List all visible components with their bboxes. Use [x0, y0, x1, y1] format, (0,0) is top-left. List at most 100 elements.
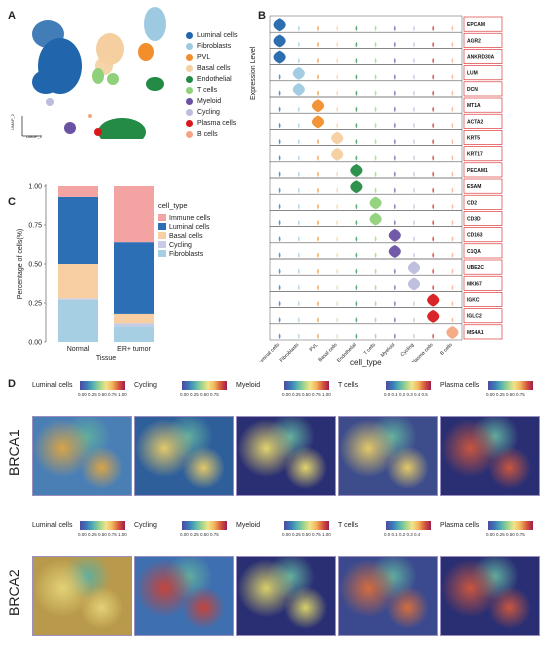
colorbar: [182, 381, 227, 390]
violin-shape: [427, 293, 440, 307]
violin-shape: [297, 25, 300, 32]
violin-shape: [317, 187, 319, 194]
colorbar: [182, 521, 227, 530]
violin-shape: [388, 228, 401, 242]
violin-shape: [388, 245, 401, 258]
violin-shape: [374, 155, 377, 161]
legend-swatch: [158, 241, 166, 248]
violin-shape: [374, 74, 377, 80]
gene-label-box: [463, 275, 503, 291]
violin-shape: [451, 155, 454, 161]
bar-segment: [114, 326, 154, 342]
violin-shape: [297, 57, 300, 64]
violin-shape: [374, 236, 377, 242]
umap-legend-item: T cells: [186, 87, 217, 94]
y-tick-label: 0.75: [28, 223, 42, 230]
violin-shape: [369, 196, 382, 210]
celltype-tick-label: T cells: [363, 342, 378, 357]
gene-label-box: [463, 65, 503, 81]
violin-shape: [451, 90, 454, 96]
violin-shape: [432, 155, 435, 161]
gene-label-box: [463, 113, 503, 129]
violin-shape: [451, 317, 454, 323]
bar-segment: [114, 323, 154, 327]
violin-shape: [451, 268, 454, 275]
violin-shape: [432, 333, 435, 339]
violin-shape: [451, 122, 454, 129]
violin-shape: [350, 180, 363, 194]
bar-segment: [58, 186, 98, 197]
violin-shape: [317, 333, 319, 339]
violin-shape: [355, 138, 358, 145]
gene-label: MKI67: [467, 281, 482, 287]
violin-shape: [393, 122, 396, 129]
violin-shape: [413, 333, 415, 339]
gene-label: MS4A1: [467, 330, 484, 336]
violin-shape: [413, 57, 415, 64]
panel-a-label: A: [8, 10, 16, 22]
spatial-heatmap: [32, 416, 132, 496]
umap-legend-item: Endothelial: [186, 76, 232, 83]
violin-shape: [432, 122, 435, 129]
violin-shape: [336, 300, 339, 307]
violin-shape: [393, 268, 396, 275]
umap-legend-item: Cycling: [186, 109, 220, 116]
violin-shape: [393, 317, 396, 323]
violin-shape: [355, 57, 358, 64]
violin-shape: [374, 106, 377, 113]
violin-shape: [355, 41, 358, 48]
violin-shape: [427, 309, 440, 323]
colorbar: [386, 521, 431, 530]
violin-shape: [393, 106, 396, 113]
violin-shape: [317, 236, 319, 242]
violin-shape: [374, 90, 377, 96]
y-tick-label: 0.00: [28, 340, 42, 347]
violin-shape: [317, 203, 319, 210]
violin-shape: [336, 187, 339, 194]
violin-shape: [413, 252, 415, 258]
y-tick-label: 1.00: [28, 184, 42, 191]
violin-shape: [374, 187, 377, 194]
celltype-tick-label: PVL: [308, 342, 319, 353]
heatmap-title: Plasma cells: [440, 382, 480, 389]
bar-segment: [58, 264, 98, 299]
violin-shape: [317, 25, 319, 32]
violin-shape: [278, 284, 281, 291]
violin-shape: [393, 155, 396, 161]
violin-shape: [317, 74, 319, 80]
violin-shape: [278, 187, 281, 194]
umap-legend-item: Fibroblasts: [186, 43, 231, 50]
heatmap-title: Plasma cells: [440, 522, 480, 529]
violin-shape: [273, 18, 286, 32]
violin-shape: [336, 317, 339, 323]
violin-shape: [292, 83, 305, 96]
violin-shape: [336, 252, 339, 258]
umap-legend-item: Basal cells: [186, 65, 230, 72]
violin-shape: [331, 131, 344, 145]
violin-shape: [393, 57, 396, 64]
legend-swatch: [158, 232, 166, 239]
violin-shape: [297, 41, 300, 48]
gene-label: ACTA2: [467, 119, 484, 125]
violin-shape: [451, 203, 454, 210]
violin-shape: [278, 122, 281, 129]
colorbar-ticks: 0.00 0.25 0.50 0.75 1.00: [78, 392, 127, 397]
violin-shape: [297, 187, 300, 194]
violin-shape: [317, 219, 319, 226]
violin-shape: [355, 317, 358, 323]
violin-shape: [317, 90, 319, 96]
panel-b-label: B: [258, 10, 266, 22]
violin-shape: [278, 236, 281, 242]
violin-shape: [451, 171, 454, 177]
violin-shape: [393, 74, 396, 80]
violin-shape: [451, 25, 454, 32]
legend-swatch: [186, 32, 193, 39]
violin-shape: [355, 333, 358, 339]
legend-swatch: [186, 120, 193, 127]
heatmap-title: Myeloid: [236, 522, 261, 529]
bar-segment: [58, 196, 98, 264]
umap-ylabel: UMAP_2: [10, 113, 15, 130]
violin-shape: [432, 236, 435, 242]
violin-shape: [278, 106, 281, 113]
violin-shape: [355, 219, 358, 226]
